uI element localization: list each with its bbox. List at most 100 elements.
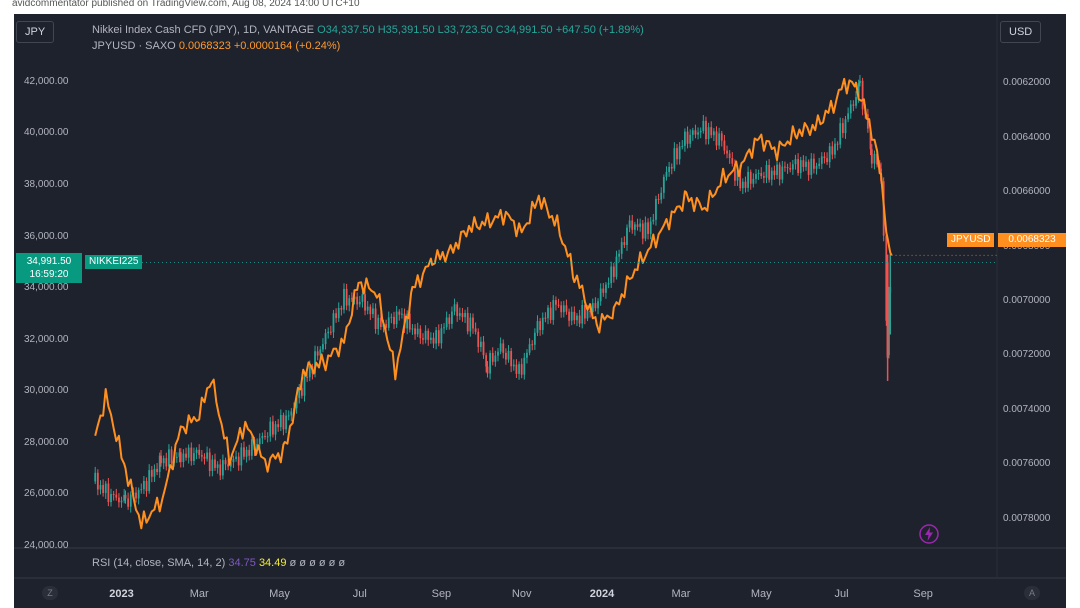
nikkei-candle-body	[491, 352, 494, 362]
nikkei-candle-body	[385, 323, 388, 328]
nikkei-candle-body	[350, 298, 353, 300]
nikkei-candle-body	[482, 341, 485, 356]
nikkei-candle-body	[300, 388, 303, 396]
nikkei-candle-body	[647, 222, 649, 234]
nikkei-candle-body	[319, 349, 322, 356]
nikkei-candle-body	[324, 333, 327, 345]
left-axis-tick: 40,000.00	[24, 127, 69, 139]
right-axis-tick: 0.0078000	[1003, 512, 1051, 524]
nikkei-candle-body	[135, 492, 137, 499]
nikkei-candle-body	[557, 304, 560, 306]
nikkei-candle-body	[615, 256, 618, 277]
nikkei-candle-body	[526, 352, 528, 358]
nikkei-candle-body	[633, 224, 636, 230]
nikkei-candle-body	[781, 166, 784, 180]
nikkei-candle-body	[316, 351, 319, 356]
nikkei-candle-body	[691, 130, 694, 135]
nikkei-candle-body	[849, 104, 852, 114]
nikkei-candle-body	[665, 171, 668, 177]
nikkei-candle-body	[295, 398, 298, 409]
nikkei-candle-body	[221, 460, 224, 476]
nikkei-candle-body	[437, 330, 440, 344]
nikkei-candle-body	[261, 435, 264, 439]
nikkei-candle-body	[728, 153, 731, 159]
nikkei-candle-body	[762, 176, 765, 178]
nikkei-candle-body	[178, 452, 181, 457]
jpyusd-legend-change: +0.0000164 (+0.24%)	[233, 40, 341, 52]
nikkei-candle-body	[869, 128, 872, 150]
nikkei-candle-body	[773, 170, 776, 176]
nikkei-candle-body	[374, 308, 377, 330]
nikkei-candle-body	[358, 301, 361, 305]
nikkei-candle-body	[332, 313, 335, 333]
nikkei-candle-body	[237, 456, 240, 466]
nikkei-candle-body	[791, 164, 794, 170]
nikkei-candle-body	[866, 114, 869, 129]
nikkei-candle-body	[448, 317, 451, 324]
nikkei-candle-body	[555, 300, 557, 305]
nikkei-candle-body	[232, 458, 235, 463]
nikkei-legend-high: H35,391.50	[377, 24, 435, 36]
nikkei-candle-body	[99, 485, 102, 490]
time-axis-tick: May	[750, 588, 772, 600]
price-lines-layer	[86, 254, 997, 264]
nikkei-candle-body	[104, 483, 107, 493]
rsi-value: 34.75	[228, 557, 256, 569]
nikkei-candle-body	[96, 472, 99, 490]
nikkei-candle-body	[224, 460, 227, 465]
nikkei-candle-body	[258, 438, 261, 445]
jpyusd-legend[interactable]: JPYUSD · SAXO 0.0068323 +0.0000164 (+0.2…	[92, 40, 340, 52]
nikkei-candle-body	[660, 192, 663, 200]
time-axis-tick: Jul	[352, 588, 367, 600]
nikkei-candle-body	[287, 415, 290, 417]
jpyusd-last-price-tag: 0.0068323	[998, 233, 1066, 247]
time-axis-tick: Sep	[431, 588, 452, 600]
nikkei-candle-body	[623, 242, 626, 246]
nikkei-candle-body	[578, 315, 581, 324]
nikkei-candle-body	[208, 452, 211, 472]
nikkei-candle-body	[227, 464, 230, 467]
nikkei-candle-body	[723, 140, 726, 151]
nikkei-candle-body	[361, 294, 364, 302]
nikkei-candle-body	[731, 158, 734, 164]
nikkei-candle-body	[387, 317, 390, 328]
nikkei-candle-body	[160, 455, 162, 464]
nikkei-candle-body	[414, 328, 416, 335]
nikkei-candle-body	[628, 220, 631, 228]
timezone-button[interactable]: Z	[42, 586, 58, 600]
nikkei-candle-body	[531, 344, 534, 346]
nikkei-candle-body	[515, 364, 518, 374]
nikkei-candle-body	[715, 131, 718, 146]
right-axis-tick: 0.0074000	[1003, 403, 1051, 415]
right-currency-badge[interactable]: USD	[1000, 21, 1042, 43]
nikkei-legend[interactable]: Nikkei Index Cash CFD (JPY), 1D, VANTAGE…	[92, 24, 644, 36]
left-axis-tick: 30,000.00	[24, 385, 69, 397]
nikkei-candle-body	[710, 127, 713, 136]
nikkei-candle-body	[718, 133, 721, 146]
nikkei-candle-body	[266, 436, 269, 438]
nikkei-candle-body	[229, 462, 232, 467]
auto-scale-button[interactable]: A	[1024, 586, 1040, 600]
nikkei-last-price: 34,991.50	[26, 256, 72, 267]
left-currency-badge[interactable]: JPY	[16, 21, 55, 43]
nikkei-candle-body	[859, 80, 861, 84]
nikkei-legend-name: Nikkei Index Cash CFD (JPY), 1D, VANTAGE	[92, 24, 315, 36]
nikkei-candle-body	[366, 306, 369, 311]
nikkei-candle-body	[112, 494, 115, 496]
nikkei-candle-body	[379, 317, 382, 328]
nikkei-candle-body	[649, 221, 652, 234]
rsi-legend[interactable]: RSI (14, close, SMA, 14, 2) 34.75 34.49 …	[92, 557, 345, 569]
nikkei-candle-body	[115, 494, 118, 498]
nikkei-candle-body	[110, 494, 112, 503]
nikkei-candle-body	[477, 331, 480, 347]
nikkei-candle-body	[168, 449, 170, 467]
lightning-icon[interactable]	[917, 522, 941, 546]
nikkei-candle-body	[94, 472, 97, 482]
nikkei-candle-body	[203, 456, 206, 459]
nikkei-candle-body	[720, 133, 723, 141]
jpyusd-series-line	[94, 77, 893, 530]
nikkei-candle-body	[435, 330, 438, 344]
right-axis-tick: 0.0066000	[1003, 186, 1051, 198]
nikkei-candle-body	[277, 424, 280, 428]
